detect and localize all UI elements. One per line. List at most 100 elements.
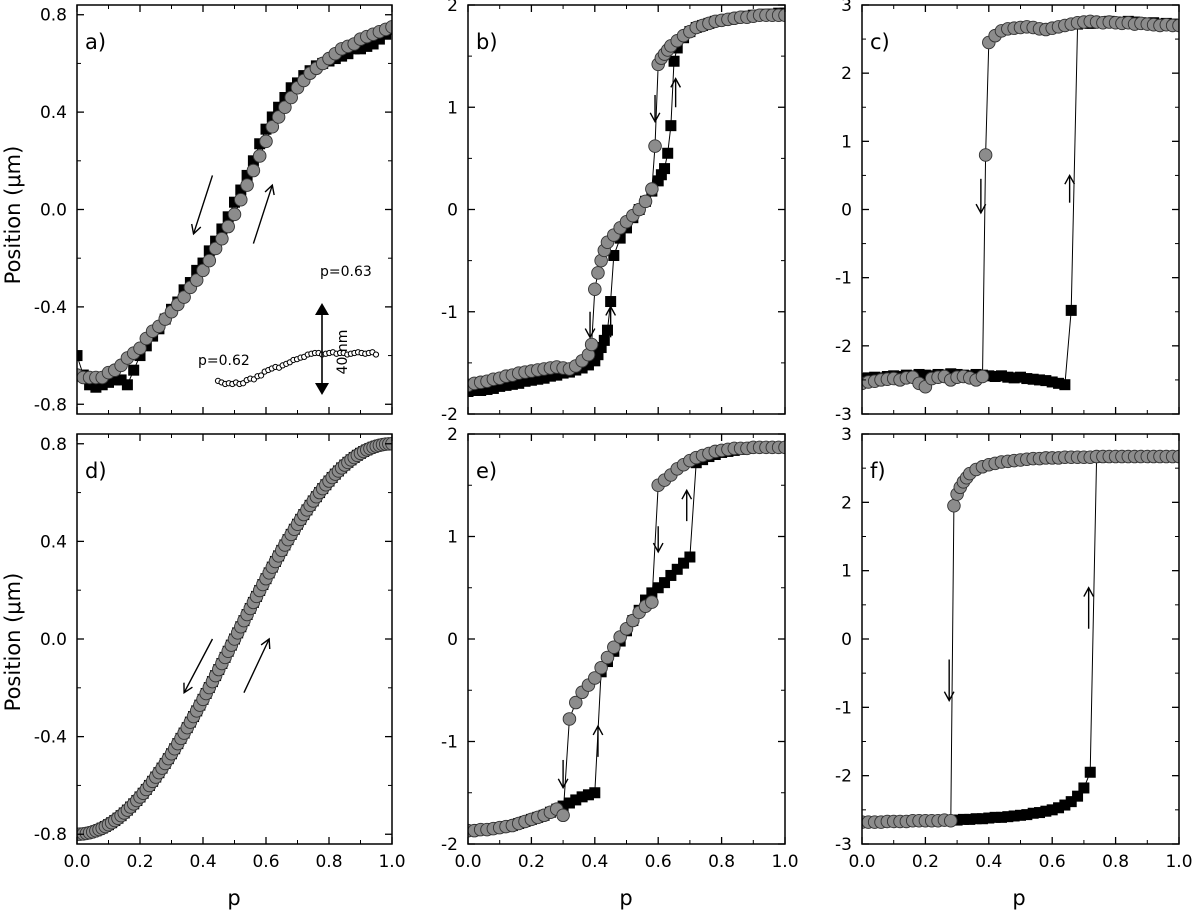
- arrow-down-0-head: [584, 328, 596, 339]
- data-point-circle: [221, 219, 235, 234]
- data-point-circle: [202, 253, 217, 268]
- y-tick-label: 1: [841, 132, 852, 152]
- y-tick-label: -0.8: [34, 825, 67, 845]
- data-point-circle: [584, 337, 599, 352]
- data-point-square: [96, 379, 108, 391]
- y-tick-label: -0.4: [34, 728, 67, 748]
- x-axis-title-3: p: [1012, 886, 1025, 910]
- data-point-square: [500, 379, 512, 391]
- data-point-square: [367, 38, 379, 50]
- data-point-square: [1084, 766, 1096, 778]
- panel-label: f): [870, 459, 886, 483]
- data-point-square: [614, 232, 626, 244]
- x-tick-label: 0.8: [315, 852, 342, 872]
- data-point-circle: [189, 273, 204, 287]
- data-point-circle: [591, 266, 605, 280]
- y-tick-label: -0.8: [34, 395, 67, 415]
- data-point-square: [659, 577, 671, 589]
- arrow-down-0-head: [975, 203, 987, 215]
- panel-label: e): [476, 459, 497, 483]
- data-point-square: [652, 582, 664, 594]
- data-point-square: [247, 155, 259, 167]
- data-point-circle: [648, 139, 662, 153]
- data-point-square: [913, 368, 925, 380]
- panel-2: -2 -1 0 1 2 b): [441, 0, 786, 425]
- data-point-square: [1065, 304, 1077, 316]
- data-point-square: [1059, 799, 1071, 811]
- panel-label: a): [85, 30, 106, 54]
- data-point-square: [668, 55, 680, 67]
- panel-label: c): [870, 30, 890, 54]
- x-tick-label: 0.0: [454, 852, 481, 872]
- data-point-circle: [562, 712, 577, 726]
- x-tick-label: 0.6: [1039, 852, 1066, 872]
- data-point-square: [1046, 376, 1058, 388]
- data-point-square: [646, 587, 658, 599]
- arrow-up-1-head: [1083, 586, 1095, 597]
- data-point-square: [1015, 809, 1026, 821]
- data-point-circle: [246, 163, 261, 178]
- arrow-down-0: [183, 638, 214, 694]
- data-point-square: [582, 359, 594, 371]
- data-point-square: [970, 813, 982, 825]
- inset-point: [372, 351, 380, 358]
- series-line-square: [862, 20, 1179, 386]
- plot-area: [468, 7, 785, 398]
- data-point-square: [576, 791, 588, 803]
- plot-area: [862, 14, 1179, 394]
- data-point-square: [589, 355, 601, 367]
- data-point-circle: [133, 341, 147, 356]
- x-tick-label: 1.0: [378, 852, 405, 872]
- arrow-up-1-head: [605, 305, 617, 316]
- data-point-square: [608, 250, 620, 262]
- x-tick-label: 0.4: [581, 852, 608, 872]
- y-tick-label: 2: [841, 493, 852, 513]
- y-tick-label: 0.4: [40, 103, 67, 123]
- data-point-square: [109, 374, 121, 386]
- series-line-circle: [862, 20, 1179, 388]
- data-point-square: [995, 370, 1007, 382]
- x-tick-label: 0.0: [63, 852, 90, 872]
- data-point-circle: [278, 100, 292, 114]
- data-point-circle: [645, 182, 659, 196]
- data-point-circle: [975, 369, 990, 384]
- data-point-square: [525, 374, 537, 386]
- y-axis-title-top: Position (μm): [1, 146, 25, 285]
- y-tick-label: -1: [441, 733, 458, 753]
- data-point-square: [260, 123, 272, 135]
- data-point-square: [1065, 796, 1077, 808]
- data-point-square: [121, 379, 133, 391]
- data-point-square: [1040, 375, 1052, 387]
- y-tick-label: -1: [835, 269, 852, 289]
- data-point-square: [241, 169, 253, 181]
- figure-labels: Position (μm) Position (μm) p p p: [1, 146, 1026, 910]
- data-point-square: [557, 800, 569, 812]
- data-point-square: [216, 223, 228, 235]
- y-tick-label: 1: [841, 562, 852, 582]
- data-point-circle: [947, 499, 961, 513]
- arrow-up-1-head: [264, 183, 275, 196]
- y-tick-label: 0.8: [40, 6, 67, 26]
- panel-6: 0.0 0.2 0.4 0.6 0.8 1.0 -3 -2 -1 0 1 2 3 f): [835, 425, 1192, 872]
- data-point-square: [222, 211, 234, 223]
- x-tick-label: 0.6: [645, 852, 672, 872]
- y-tick-label: 0.8: [40, 435, 67, 455]
- data-point-square: [964, 813, 976, 825]
- arrow-up-1-head: [260, 637, 271, 650]
- data-point-circle: [265, 119, 280, 134]
- panel-4: 0.0 0.2 0.4 0.6 0.8 1.0 -0.8 -0.4 0.0 0.4 0.8 d): [34, 433, 406, 872]
- data-point-square: [475, 384, 487, 396]
- series-line-square: [468, 12, 785, 392]
- data-point-square: [235, 184, 247, 196]
- y-tick-label: 2: [841, 64, 852, 84]
- data-point-square: [128, 364, 140, 376]
- data-point-circle: [607, 640, 621, 654]
- inset-scale-head-down: [315, 383, 329, 395]
- plot-area: [468, 440, 785, 838]
- data-point-circle: [588, 282, 602, 297]
- data-point-square: [1046, 804, 1058, 816]
- y-tick-label: 0: [841, 201, 852, 221]
- data-point-square: [197, 257, 209, 269]
- data-point-square: [481, 383, 493, 395]
- inset-label-left: p=0.62: [198, 353, 250, 369]
